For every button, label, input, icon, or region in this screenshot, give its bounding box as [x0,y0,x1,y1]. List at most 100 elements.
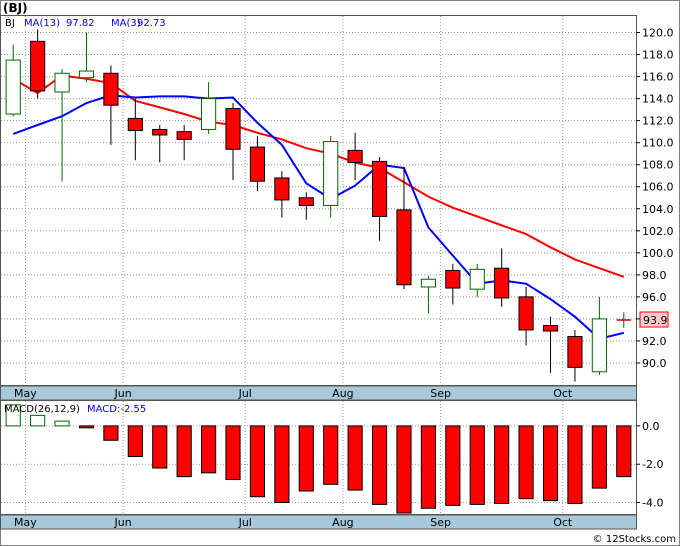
candle-down [298,197,314,206]
macd-bar-negative [249,425,266,498]
macd-month-label: Sep [430,516,451,529]
macd-bar-negative [542,425,559,502]
price-tick-label: 118.0 [642,49,674,62]
price-tick-label: 96.0 [642,291,667,304]
price-tick-label: 112.0 [642,115,674,128]
candle-up [54,72,70,93]
macd-bar-negative [103,425,119,441]
candle-down [127,117,143,132]
price-pane [0,15,637,386]
macd-bar-negative [445,425,461,506]
macd-bar-negative [347,425,363,491]
candle-down [445,269,461,289]
macd-x-axis: May Jun Jul Aug Sep Oct [14,516,573,529]
candle-up [591,318,607,373]
price-tick-label: 116.0 [642,71,674,84]
candle-down [347,149,363,163]
macd-bars [5,404,632,514]
price-tick-label: 108.0 [642,159,674,172]
credit: © 12Stocks.com [593,534,676,545]
price-tick-label: 120.0 [642,27,674,40]
macd-y-axis: 0.0 -2.0 -4.0 [636,420,663,510]
price-month-label: May [14,387,37,400]
price-month-label: Jul [238,387,252,400]
legend-ticker: BJ [5,18,15,29]
macd-tick-label: -2.0 [642,458,663,471]
macd-legend-value: MACD:-2.55 [87,404,146,415]
last-price-label: 93.9 [643,314,668,327]
price-month-label: Oct [553,387,573,400]
candles [5,29,631,382]
price-tick-label: 92.0 [642,335,667,348]
macd-bar-negative [518,425,534,500]
macd-bar-negative [494,425,510,504]
price-tick-label: 106.0 [642,181,674,194]
price-month-band [0,385,637,401]
price-tick-label: 114.0 [642,93,674,106]
chart-title: (BJ) [3,1,28,15]
macd-month-band [0,514,637,530]
candle-down [225,108,241,150]
price-tick-label: 110.0 [642,137,674,150]
price-tick-label: 98.0 [642,269,667,282]
macd-month-label: Aug [332,516,353,529]
macd-bar-positive [30,414,46,427]
macd-bar-negative [152,425,168,469]
macd-bar-negative [591,425,607,489]
candle-down [249,146,266,182]
macd-legend: MACD(26,12,9) MACD:-2.55 [4,404,146,415]
candle-down [396,209,412,286]
macd-month-label: Oct [553,516,573,529]
macd-bar-negative [274,425,290,504]
price-tick-label: 100.0 [642,247,674,260]
macd-bar-negative [469,425,485,505]
legend-ma13-value: 97.82 [66,18,95,29]
candle-up [201,98,217,130]
macd-bar-negative [323,425,339,485]
macd-pane [0,400,637,515]
price-month-label: Sep [430,387,451,400]
macd-tick-label: 0.0 [642,420,660,433]
last-price-tag: 93.9 [639,311,669,328]
candle-down [567,336,583,368]
macd-tick-label: -4.0 [642,497,663,510]
price-month-label: Aug [332,387,353,400]
price-tick-label: 90.0 [642,357,667,370]
candle-up [5,59,21,115]
legend-ma3-value: 92.73 [137,18,166,29]
candle-down [371,160,388,217]
macd-bar-positive [54,420,70,427]
macd-bar-negative [176,425,192,478]
macd-bar-negative [127,425,143,458]
candle-down [30,40,46,92]
macd-bar-negative [420,425,436,509]
price-legend: BJ MA(13) 97.82 MA(3) 92.73 [3,17,171,29]
macd-month-label: Jul [238,516,252,529]
candle-down [274,177,290,201]
macd-bar-negative [371,425,388,505]
macd-bar-positive [5,404,21,427]
candle-down [518,296,534,331]
macd-month-label: May [14,516,37,529]
candle-down [494,267,510,299]
candle-down [103,72,119,106]
macd-bar-negative [201,425,217,474]
candle-down [542,325,559,332]
candle-down [152,128,168,136]
candle-down [176,131,192,140]
macd-bar-negative [567,425,583,504]
price-tick-label: 102.0 [642,225,674,238]
macd-legend-params: MACD(26,12,9) [4,404,80,415]
price-tick-label: 104.0 [642,203,674,216]
candle-up [469,268,485,290]
macd-bar-negative [78,425,95,429]
macd-bar-negative [298,425,314,492]
macd-bar-negative [616,425,632,478]
macd-bar-negative [225,425,241,481]
legend-ma13-label: MA(13) [24,18,60,29]
macd-month-label: Jun [114,516,132,529]
candle-up [420,278,436,288]
macd-bar-negative [396,425,412,514]
price-x-axis: May Jun Jul Aug Sep Oct [14,387,573,400]
